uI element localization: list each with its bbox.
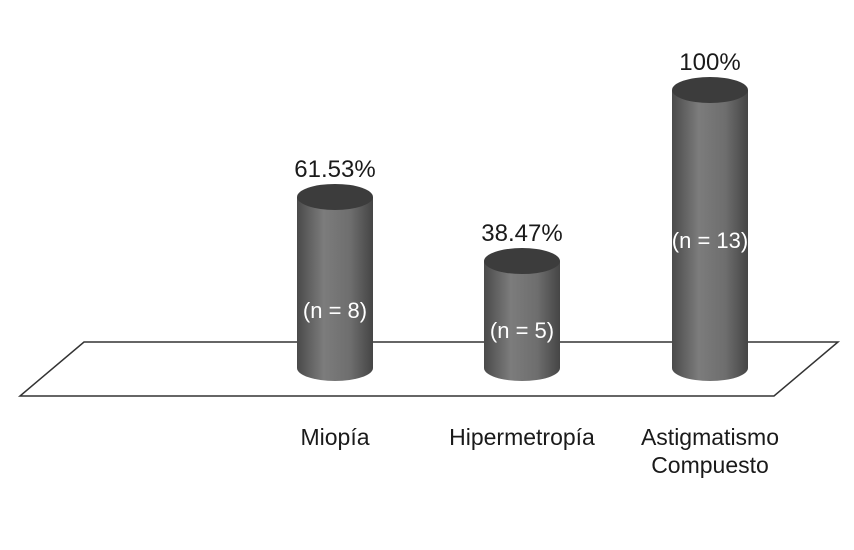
chart-floor [17,341,841,397]
count-label: (n = 13) [672,228,748,253]
category-label: Miopía [300,424,369,450]
bar-cylinder [672,77,748,381]
value-label: 100% [679,49,740,76]
category-label: Astigmatismo Compuesto [641,424,779,478]
labels-group: 61.53% (n = 8) Miopía 38.47% (n = 5) Hipermet… [294,49,779,478]
bars-group [297,77,748,381]
bar-cylinder [297,183,373,381]
bar-body [672,90,748,381]
category-label: Hipermetropía [449,424,595,450]
count-label: (n = 8) [303,298,367,323]
bar-top [297,183,373,210]
bar-top [672,77,748,103]
value-label: 61.53% [294,156,375,183]
bar-cylinder [484,248,560,381]
bar-body [297,196,373,381]
value-label: 38.47% [481,220,562,247]
count-label: (n = 5) [490,318,554,343]
bar-body [484,261,560,381]
bar-top [484,248,560,275]
